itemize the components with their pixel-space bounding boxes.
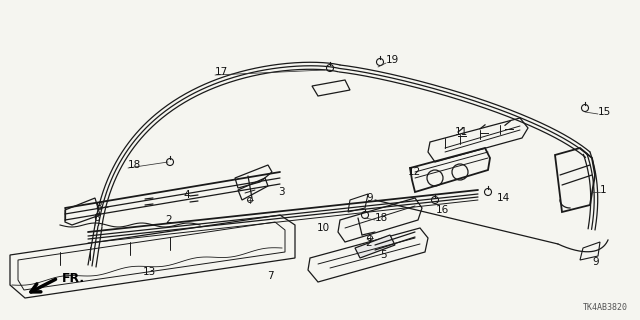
Text: 9: 9 [366, 193, 372, 203]
Text: 19: 19 [386, 55, 399, 65]
Text: 8: 8 [95, 202, 102, 212]
Text: 3: 3 [278, 187, 285, 197]
Text: 14: 14 [497, 193, 510, 203]
Text: TK4AB3820: TK4AB3820 [583, 303, 628, 312]
Text: 9: 9 [592, 257, 598, 267]
Text: 16: 16 [436, 205, 449, 215]
Text: 4: 4 [183, 190, 189, 200]
Text: 18: 18 [128, 160, 141, 170]
Text: 2: 2 [165, 215, 172, 225]
Text: 7: 7 [267, 271, 274, 281]
Text: 17: 17 [215, 67, 228, 77]
Text: 12: 12 [408, 167, 421, 177]
Text: 6: 6 [93, 213, 100, 223]
Text: 5: 5 [380, 250, 387, 260]
Text: 10: 10 [317, 223, 330, 233]
Text: 18: 18 [375, 213, 388, 223]
Polygon shape [355, 235, 395, 258]
Text: 13: 13 [143, 267, 156, 277]
Text: 15: 15 [598, 107, 611, 117]
Text: 1: 1 [600, 185, 607, 195]
Text: FR.: FR. [62, 271, 85, 284]
Text: 11: 11 [455, 127, 468, 137]
Text: 2: 2 [365, 238, 372, 248]
